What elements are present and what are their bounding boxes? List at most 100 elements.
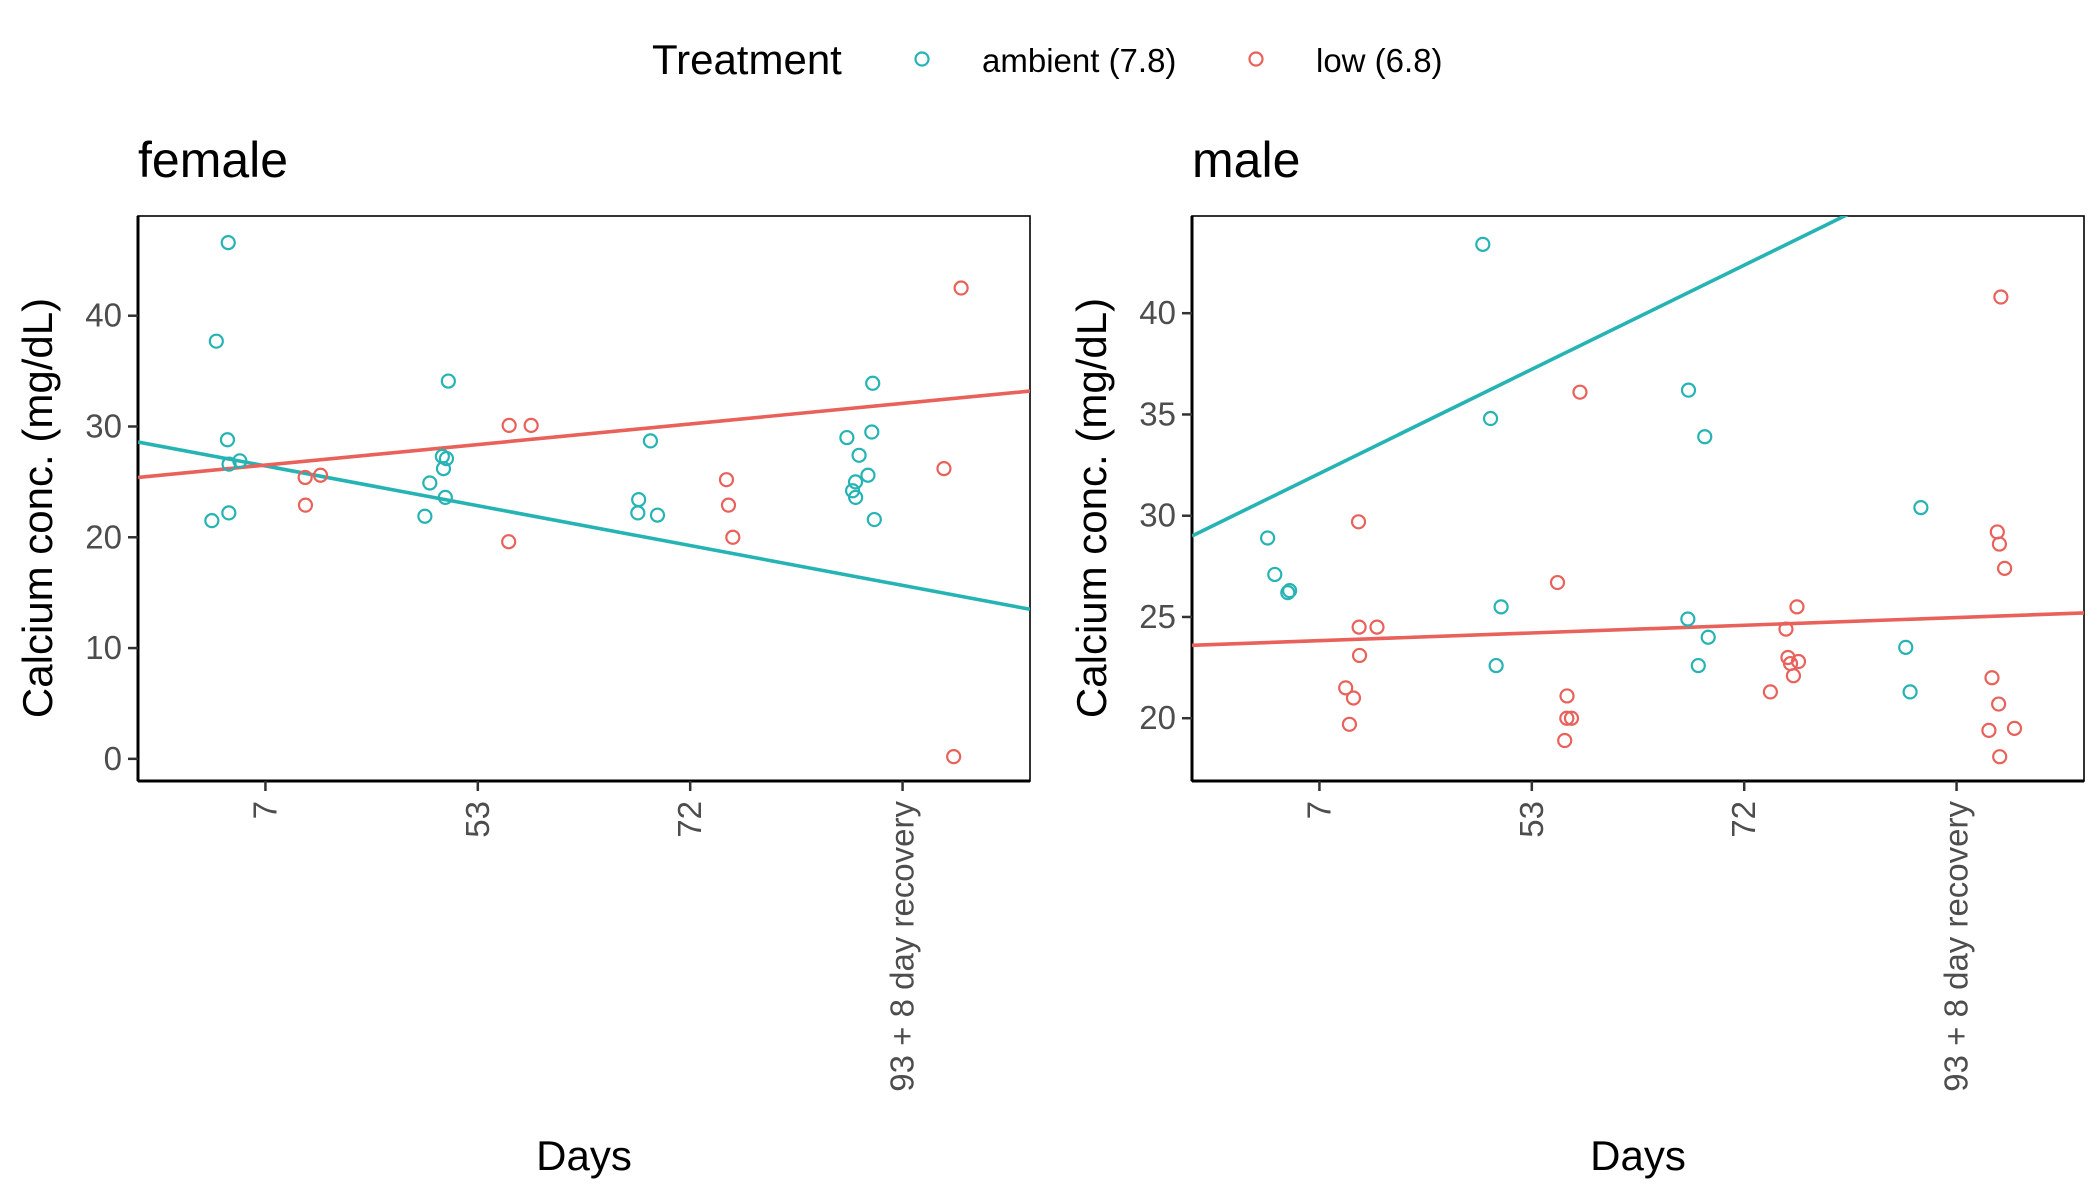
x-tick-label: 53 [1513, 801, 1550, 838]
data-point [946, 749, 962, 765]
data-point [1475, 236, 1491, 252]
y-tick-label: 40 [1139, 294, 1176, 331]
legend-label-low: low (6.8) [1316, 42, 1443, 79]
data-point [2006, 720, 2023, 736]
x-tick-label: 7 [1300, 801, 1337, 819]
data-point [523, 417, 539, 433]
data-point [1680, 611, 1696, 627]
data-point [501, 534, 517, 550]
legend-key-low [1248, 51, 1264, 67]
data-point [204, 513, 220, 529]
data-point [1700, 629, 1716, 645]
data-point [1369, 619, 1385, 635]
data-point [297, 497, 314, 513]
data-point [221, 505, 237, 521]
x-axis-label-female: Days [536, 1132, 632, 1179]
y-tick-label: 20 [1139, 699, 1176, 736]
data-point [1697, 429, 1713, 445]
data-point [440, 373, 456, 389]
trend-line [138, 440, 1030, 612]
y-tick-label: 40 [85, 297, 122, 334]
data-point [1993, 289, 2009, 305]
x-axis-label-male: Days [1590, 1132, 1686, 1179]
data-point [1549, 574, 1566, 591]
legend-key-ambient [914, 51, 930, 67]
trend-line [1192, 216, 1849, 538]
data-point [297, 469, 313, 486]
x-tick-label: 7 [246, 801, 283, 819]
trend-line [138, 389, 1030, 480]
legend: Treatment ambient (7.8) low (6.8) [652, 36, 1443, 83]
data-point [1493, 599, 1509, 615]
data-point [1913, 500, 1929, 516]
data-point [630, 505, 646, 521]
data-point [725, 529, 741, 545]
legend-title: Treatment [652, 36, 842, 83]
data-point [435, 460, 452, 477]
x-tick-label: 93 + 8 day recovery [884, 801, 921, 1092]
data-point [1563, 710, 1580, 726]
data-point [860, 467, 876, 483]
data-point [865, 375, 881, 391]
trend-line [1192, 611, 2084, 648]
plot-area-female: 0 10 20 30 40 7 53 72 93 + 8 day recovery [85, 215, 1031, 1092]
data-point [718, 472, 735, 488]
legend-label-ambient: ambient (7.8) [982, 42, 1176, 79]
data-point [1559, 710, 1575, 726]
panel-female: female Calcium conc. (mg/dL) Days 0 10 20 3… [14, 132, 1031, 1179]
data-point [1690, 657, 1706, 674]
panel-male: male Calcium conc. (mg/dL) Days 20 25 30 35… [1068, 132, 2085, 1179]
data-point [1267, 566, 1283, 583]
panel-title-male: male [1192, 132, 1300, 188]
data-point [1992, 749, 2008, 765]
x-tick-label: 72 [1725, 801, 1762, 838]
data-point [1557, 732, 1573, 749]
data-point [839, 429, 855, 446]
data-point [1680, 382, 1697, 398]
data-point [232, 453, 248, 469]
data-point [1350, 514, 1367, 530]
data-point [1898, 639, 1914, 655]
y-tick-label: 30 [1139, 497, 1176, 534]
data-point [953, 280, 969, 296]
data-point [720, 497, 737, 513]
data-point [438, 451, 455, 467]
data-point [1282, 583, 1298, 599]
data-point [1280, 585, 1296, 601]
data-point [1260, 530, 1276, 546]
data-point [501, 417, 517, 433]
data-point [1997, 560, 2013, 576]
panel-border [1191, 215, 2085, 782]
data-point [208, 333, 224, 349]
x-tick-label: 72 [671, 801, 708, 838]
data-point [1488, 657, 1504, 674]
data-point [422, 475, 438, 491]
data-point [417, 508, 433, 524]
y-tick-label: 0 [104, 740, 122, 777]
data-point [1341, 716, 1358, 732]
y-tick-label: 25 [1139, 598, 1176, 635]
data-point [1989, 524, 2005, 540]
x-tick-label: 53 [459, 801, 496, 838]
y-tick-label: 20 [85, 518, 122, 555]
data-point [1790, 653, 1807, 670]
data-point [219, 432, 236, 448]
data-point [312, 467, 329, 483]
data-point [1338, 680, 1354, 696]
panel-title-female: female [138, 132, 288, 188]
data-point [936, 460, 952, 477]
data-point [1559, 688, 1575, 704]
data-point [1762, 684, 1778, 700]
data-point [1482, 410, 1499, 427]
data-point [1981, 722, 1997, 738]
data-point [220, 234, 236, 251]
data-point [847, 474, 864, 490]
y-tick-label: 30 [85, 407, 122, 444]
y-axis-label-male: Calcium conc. (mg/dL) [1068, 298, 1115, 718]
data-point [1902, 684, 1918, 700]
data-point [649, 507, 666, 523]
data-point [642, 433, 659, 449]
plot-area-male: 20 25 30 35 40 7 53 72 93 + 8 day recovery [1139, 215, 2085, 1092]
